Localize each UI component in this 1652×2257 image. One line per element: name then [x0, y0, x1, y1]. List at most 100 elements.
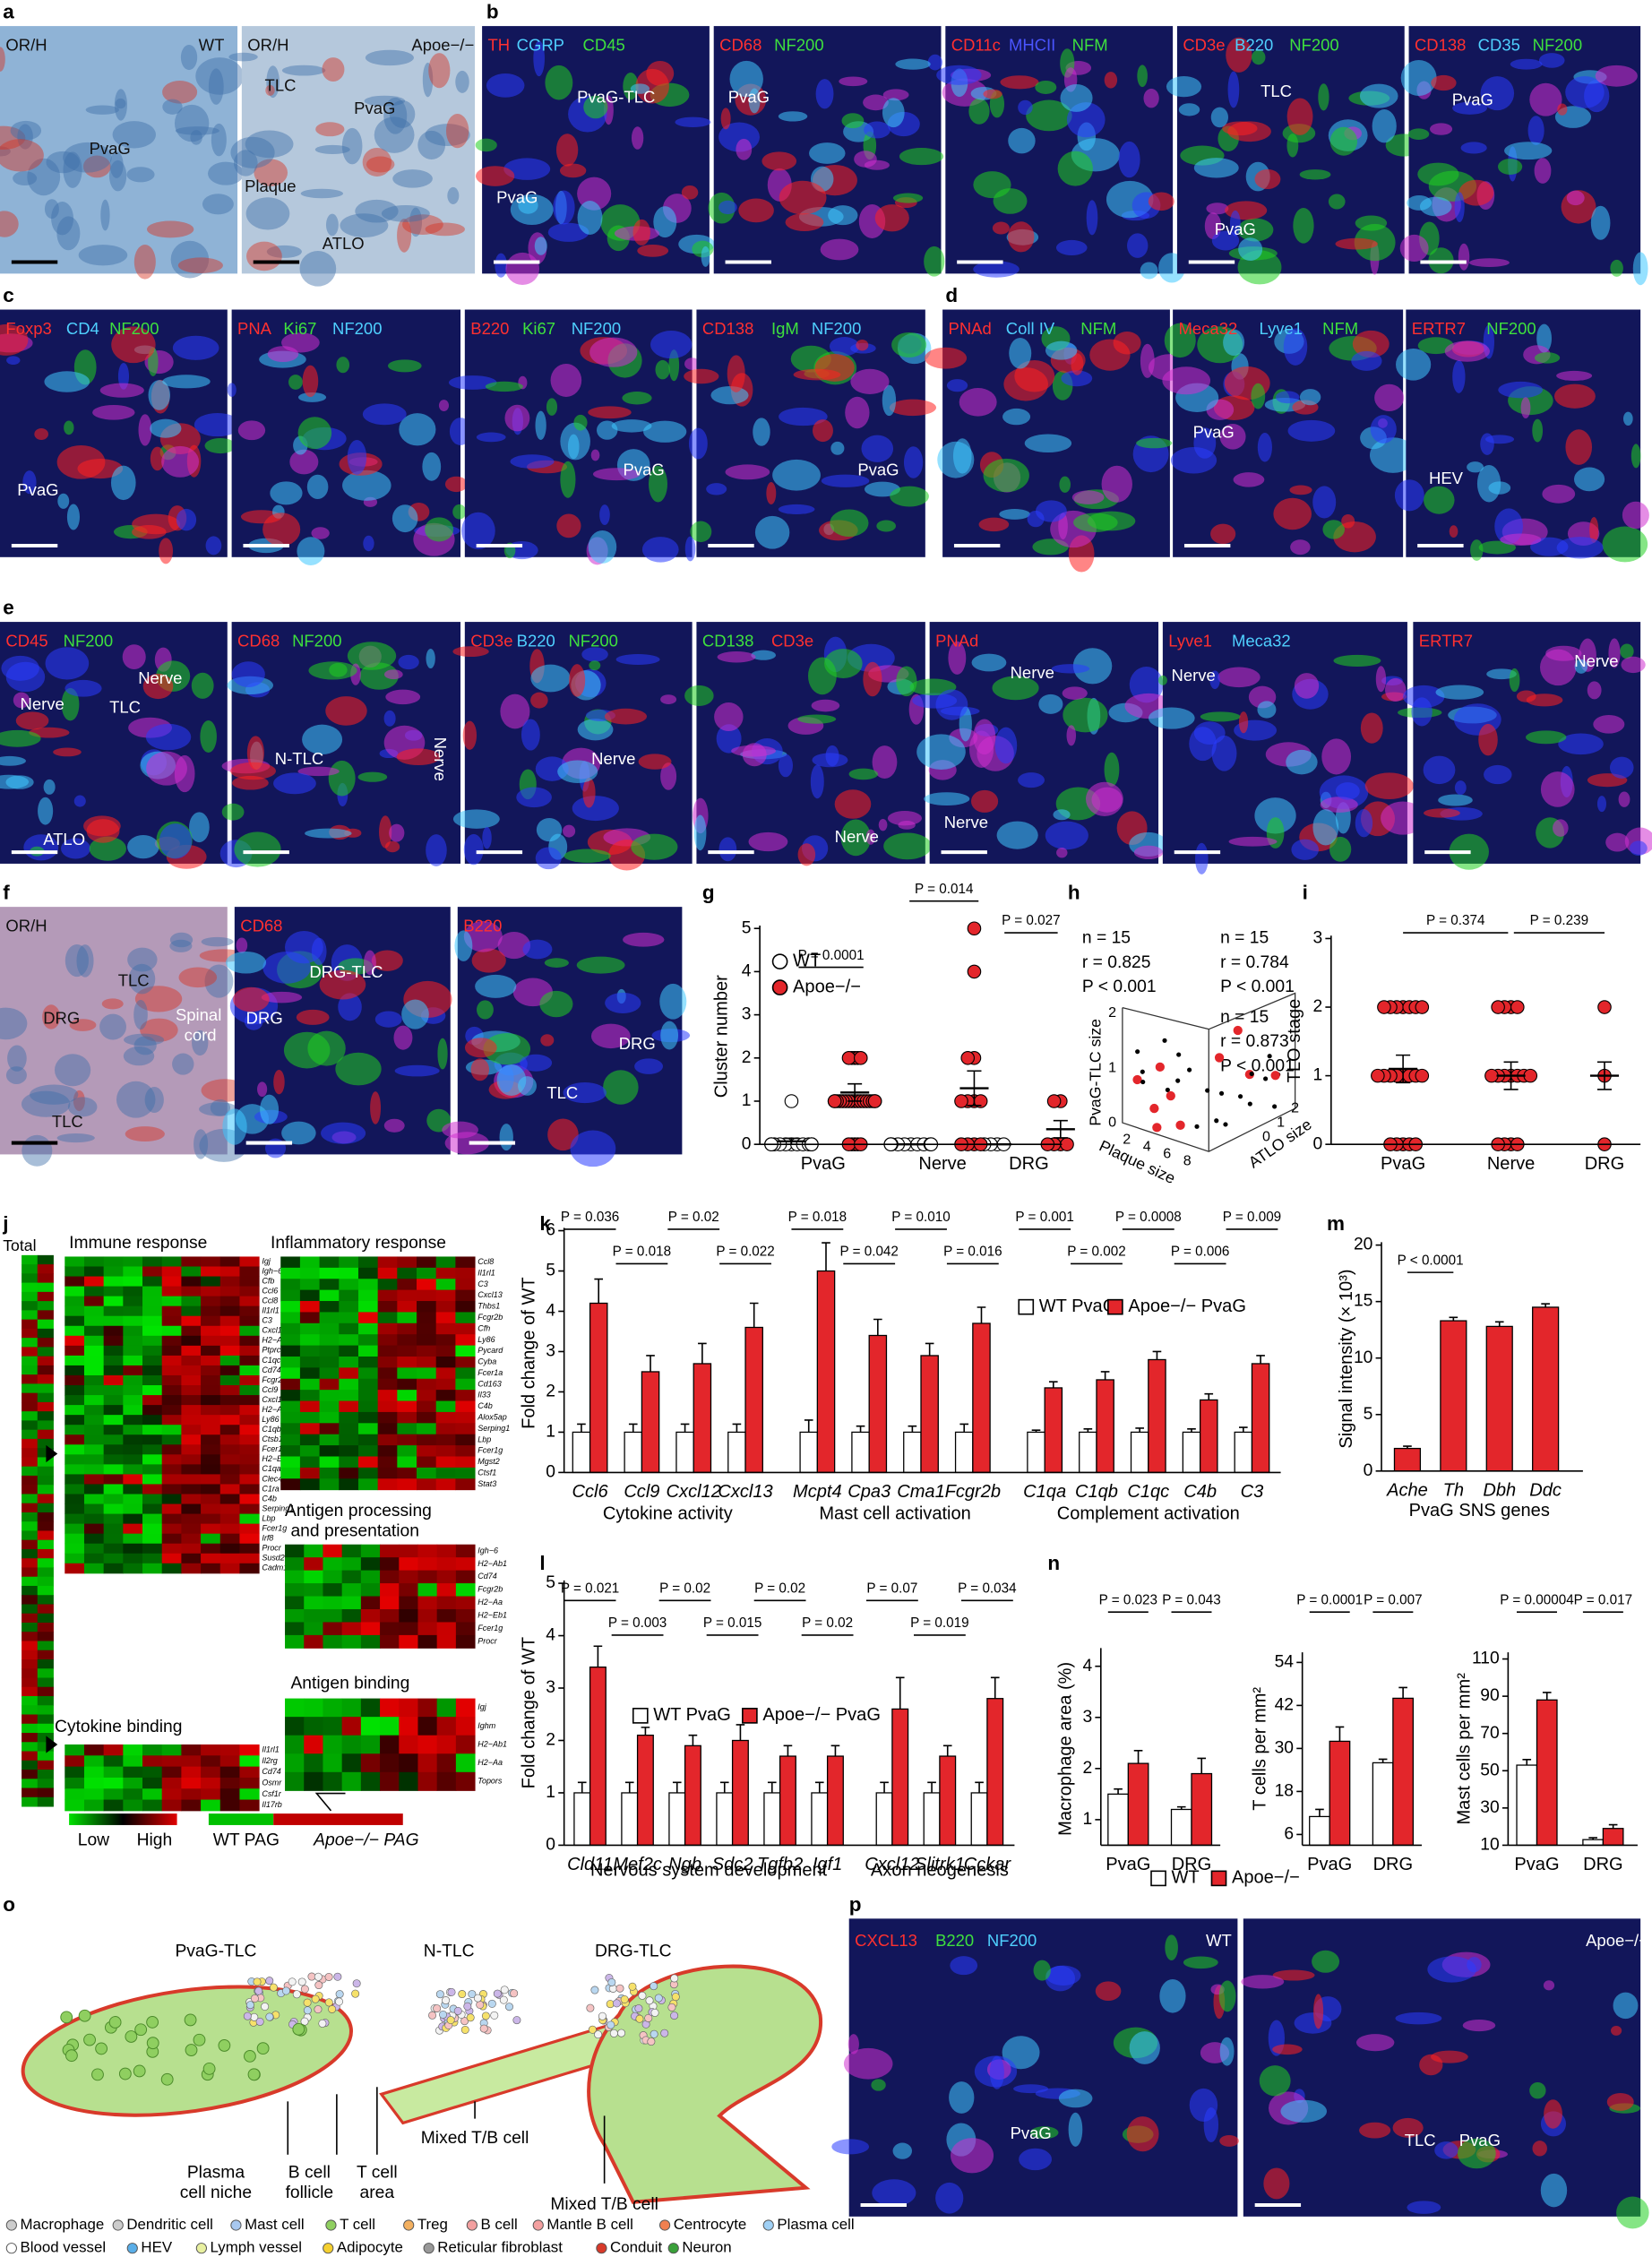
tissue-blob — [861, 435, 894, 462]
heatmap-cell — [123, 1454, 143, 1465]
tissue-blob — [1273, 497, 1312, 530]
bar — [779, 1755, 796, 1847]
tissue-blob — [510, 454, 555, 469]
tissue-blob — [994, 727, 1018, 764]
tissue-blob — [362, 403, 407, 426]
heatmap-cell — [299, 1434, 321, 1446]
heatmap-cell — [285, 1735, 305, 1754]
tissue-blob — [123, 1046, 155, 1066]
heatmap-cell — [219, 1374, 240, 1386]
cell — [261, 2002, 270, 2011]
tissue-blob — [27, 158, 61, 196]
heatmap-cell — [219, 1755, 240, 1768]
heatmap-cell — [123, 1385, 143, 1396]
cell — [314, 2005, 323, 2014]
heatmap-cell — [397, 1367, 417, 1380]
panel-letter: f — [3, 882, 10, 904]
tissue-blob — [438, 400, 450, 411]
p-value: P = 0.07 — [866, 1581, 917, 1597]
tissue-blob — [42, 1004, 61, 1029]
tissue-blob — [322, 57, 345, 82]
heatmap-cell — [65, 1276, 85, 1288]
cell — [590, 1986, 599, 1994]
heatmap-cell — [397, 1301, 417, 1313]
tissue-blob — [0, 47, 5, 72]
heatmap-cell — [161, 1415, 182, 1426]
tissue-blob — [133, 999, 148, 1030]
tissue-blob — [111, 326, 156, 364]
bar — [1372, 1762, 1394, 1847]
heatmap-cell — [285, 1753, 305, 1773]
tissue-blob — [936, 65, 982, 85]
cell — [255, 2017, 264, 2026]
heatmap-cell — [357, 1334, 379, 1347]
tissue-blob — [684, 536, 696, 562]
heatmap-cell — [285, 1570, 305, 1584]
tissue-blob — [949, 2081, 975, 2114]
tissue-blob — [311, 527, 330, 539]
tissue-blob — [1452, 101, 1487, 115]
tissue-blob — [1222, 121, 1258, 136]
image-label: Spinal — [176, 1005, 221, 1024]
tissue-blob — [452, 504, 467, 520]
tissue-blob — [684, 368, 719, 384]
tissue-blob — [1558, 733, 1604, 755]
neuron — [185, 2044, 198, 2056]
tissue-blob — [125, 1126, 165, 1142]
heatmap-cell — [219, 1464, 240, 1475]
heatmap-cell — [319, 1467, 340, 1479]
heatmap-cell — [280, 1267, 301, 1279]
heatmap-cell — [299, 1467, 321, 1479]
heatmap-cell — [123, 1256, 143, 1267]
tissue-blob — [1013, 2084, 1049, 2094]
tissue-blob — [384, 840, 400, 853]
x-tick-label: Ccl9 — [624, 1482, 659, 1502]
heatmap-cell — [380, 1735, 400, 1754]
heatmap-cell — [239, 1315, 260, 1327]
heatmap-cell — [239, 1256, 260, 1267]
tissue-blob — [599, 504, 610, 525]
heatmap-cell — [83, 1755, 105, 1768]
tissue-blob — [1589, 517, 1599, 543]
tissue-blob — [973, 719, 996, 755]
heatmap-cell — [142, 1415, 163, 1426]
diagram-label: N-TLC — [424, 1942, 475, 1960]
error-bar — [1542, 1692, 1552, 1701]
cell — [650, 2008, 659, 2017]
heatmap-cell — [161, 1766, 182, 1779]
tissue-blob — [843, 2047, 893, 2080]
heatmap-cell — [397, 1400, 417, 1413]
tissue-blob — [174, 104, 210, 142]
heatmap-cell — [380, 1753, 400, 1773]
y-tick-label: 6 — [1284, 1825, 1294, 1844]
heatmap-cell — [299, 1334, 321, 1347]
tissue-blob — [314, 144, 350, 154]
tissue-blob — [992, 221, 1010, 235]
heatmap-cell — [22, 1338, 39, 1348]
heatmap-cell — [161, 1325, 182, 1337]
heatmap-cell — [181, 1474, 202, 1485]
heatmap-cell — [357, 1322, 379, 1335]
box-edge — [1209, 992, 1296, 1109]
scatter-dot — [1270, 1071, 1280, 1081]
tissue-blob — [195, 57, 244, 95]
heatmap-cell — [181, 1415, 202, 1426]
y-tick-label: 5 — [1364, 1405, 1373, 1424]
y-tick-label: 0 — [546, 1836, 555, 1855]
heatmap-cell — [380, 1698, 400, 1718]
heatmap-cell — [181, 1494, 202, 1505]
heatmap-cell — [319, 1445, 340, 1457]
p-value: P = 0.016 — [943, 1245, 1002, 1260]
legend-swatch — [632, 1708, 649, 1724]
tissue-blob — [993, 188, 1028, 214]
tissue-blob — [319, 969, 366, 1000]
tissue-blob — [742, 743, 767, 767]
bar — [868, 1334, 888, 1474]
tissue-blob — [1086, 200, 1098, 236]
gene-label: Il33 — [478, 1391, 491, 1400]
gene-label: Cxcl13 — [262, 1326, 286, 1335]
tissue-blob — [878, 818, 888, 831]
tissue-blob — [110, 465, 136, 501]
x-tick-label: Cpa3 — [848, 1482, 891, 1502]
heatmap-cell — [339, 1312, 359, 1324]
